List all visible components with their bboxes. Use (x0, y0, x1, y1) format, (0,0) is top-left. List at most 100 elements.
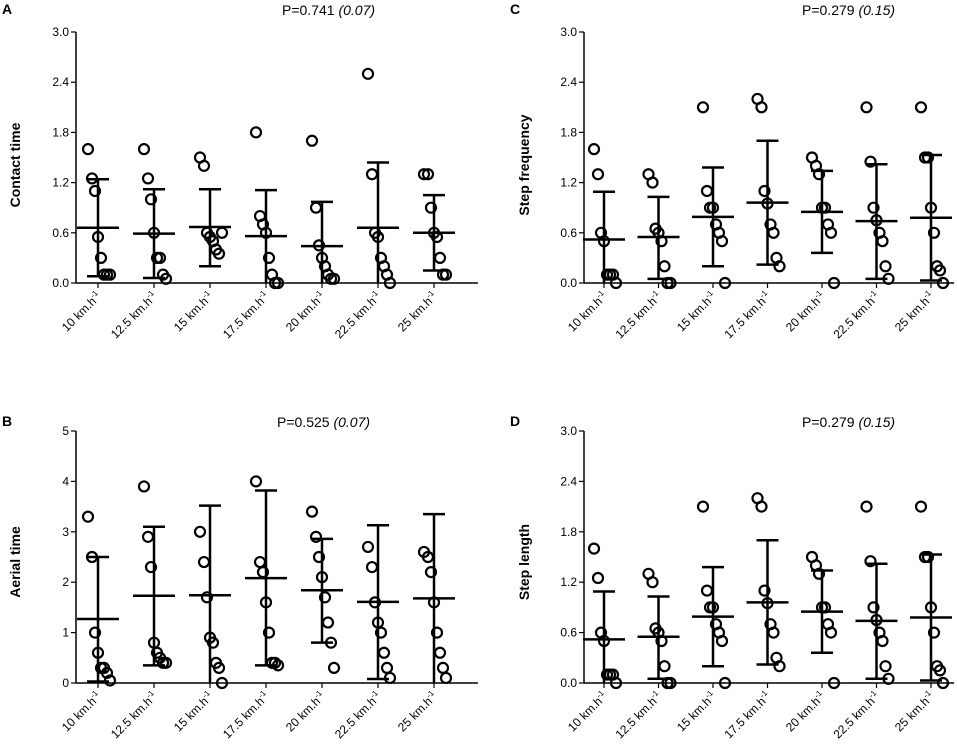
panel-b-data-point (215, 676, 229, 690)
panel-d-data-point (876, 634, 889, 648)
panel-a-data-point (103, 268, 117, 281)
panel-a-data-point (159, 272, 173, 285)
panel-a-pvalue: P=0.741 (0.07) (282, 2, 375, 18)
panel-b-data-point (268, 656, 282, 669)
panel-b-x-tick-label: 25 km.h-1 (394, 688, 440, 734)
panel-c-data-point (773, 260, 786, 273)
panel-a-data-point (81, 143, 95, 156)
panel-d-data-point (827, 676, 841, 690)
panel-c-x-tick-label: 12.5 km.h-1 (612, 288, 665, 341)
panel-b-x-tick-label: 15 km.h-1 (170, 688, 216, 734)
panel-a-data-point (88, 184, 102, 198)
panel-c-data-point (876, 235, 889, 248)
panel-d-data-point (773, 660, 786, 673)
panel-a-data-point (212, 247, 226, 260)
panel-b-data-point (212, 661, 226, 674)
panel-c-x-tick-label: 20 km.h-1 (782, 288, 828, 334)
panel-b-data-point (327, 661, 341, 674)
panel-c-x-tick-label: 15 km.h-1 (673, 288, 719, 334)
panel-d-data-point (818, 601, 832, 614)
panel-a-x-tick-label: 10 km.h-1 (58, 288, 104, 334)
panel-a-data-point (91, 230, 105, 244)
panel-a-data-point (417, 168, 431, 181)
panel-d-data-point (867, 601, 880, 614)
panel-b-data-point (256, 566, 270, 579)
panel-a-y-tick-label: 3.0 (52, 25, 69, 39)
panel-a-data-point (327, 272, 341, 285)
panel-b-data-point (206, 636, 220, 649)
panel-a-x-tick-label: 12.5 km.h-1 (107, 288, 160, 341)
panel-a-data-point (85, 172, 99, 185)
panel-c-data-point (591, 168, 605, 181)
panel-d-x-tick-label: 10 km.h-1 (564, 688, 610, 734)
panel-d-data-point (715, 634, 729, 648)
panel-c-data-point (755, 101, 768, 114)
panel-c-x-tick-label: 22.5 km.h-1 (830, 288, 883, 341)
panel-b-data-point (318, 591, 332, 604)
panel-b-data-point (85, 550, 99, 564)
panel-a-data-point (249, 126, 263, 139)
panel-c-data-point (921, 151, 935, 164)
panel-a-x-tick-label: 25 km.h-1 (394, 288, 440, 334)
panel-c-x-tick-label: 25 km.h-1 (891, 288, 937, 334)
panel-c-data-point (706, 201, 720, 214)
panel-c-data-point (646, 176, 659, 189)
panel-d-data-point (824, 626, 838, 639)
panel-b-x-tick-label: 20 km.h-1 (282, 688, 328, 734)
panel-b-data-point (312, 550, 326, 564)
panel-b-y-axis-label: Aerial time (7, 526, 23, 598)
panel-b-pvalue: P=0.525 (0.07) (277, 414, 370, 430)
panel-d-pvalue: P=0.279 (0.15) (802, 414, 895, 430)
panel-c-data-point (609, 276, 623, 290)
panel-c-data-point (882, 272, 895, 285)
panel-a-data-point (137, 143, 151, 156)
panel-d-y-tick-label: 0.6 (560, 626, 577, 640)
panel-d-x-tick-label: 12.5 km.h-1 (612, 688, 665, 741)
panel-d-data-point (664, 676, 677, 690)
panel-a-data-point (312, 239, 326, 252)
panel-d-data-point (658, 660, 671, 673)
panel-b-y-tick-label: 5 (62, 424, 69, 438)
panel-c-pvalue: P=0.279 (0.15) (802, 2, 895, 18)
panel-b-data-point (436, 661, 450, 674)
panel-b-y-tick-label: 2 (62, 575, 69, 589)
panel-d-data-point (696, 500, 710, 513)
panel-b-data-point (361, 540, 375, 554)
panel-d-data-point (597, 634, 611, 648)
panel-b-data-point (368, 596, 382, 609)
panel-b-data-point (383, 671, 397, 685)
panel-c-y-tick-label: 1.2 (560, 176, 577, 190)
panel-c-data-point (761, 197, 774, 210)
panel-c-y-axis-label: Step frequency (516, 114, 532, 215)
panel-b: B P=0.525 (0.07) Aerial time 0 1 2 3 4 5 10 km… (2, 413, 478, 741)
panel-c-data-point (767, 226, 780, 239)
panel-c-data-point (715, 235, 729, 248)
panel-a-data-point (147, 226, 161, 239)
panel-c-data-point (758, 184, 771, 198)
panel-b-data-point (193, 525, 207, 538)
panel-a-data-point (430, 230, 444, 244)
panel-c-data-point (927, 226, 941, 239)
panel-letter-b: B (2, 413, 12, 429)
panel-d-data-point (655, 634, 668, 648)
panel-b-data-point (374, 626, 388, 639)
panel-d-plot-area: 0.0 0.6 1.2 1.8 2.4 3.0 10 km.h-112.5 km.h-115… (560, 424, 954, 741)
panel-d-data-point (812, 567, 826, 580)
panel-d-data-point (927, 626, 941, 639)
panel-a-y-tick-label: 1.2 (52, 176, 69, 190)
panel-b-data-point (144, 560, 158, 574)
panel-b-data-point (159, 656, 173, 669)
panel-d-x-tick-label: 17.5 km.h-1 (721, 688, 774, 741)
panel-a-x-tick-label: 20 km.h-1 (282, 288, 328, 334)
panel-c-data-point (597, 235, 611, 248)
panel-letter-d: D (510, 413, 520, 429)
panel-a-y-tick-label: 0.6 (52, 226, 69, 240)
panel-a-data-point (94, 251, 108, 264)
panel-b-x-tick-label: 12.5 km.h-1 (107, 688, 160, 741)
panel-b-data-point (141, 530, 155, 543)
panel-c-data-point (812, 168, 826, 181)
panel-c-data-point (587, 143, 601, 156)
panel-c-y-tick-label: 1.8 (560, 125, 577, 139)
panel-c-data-point (867, 201, 880, 214)
